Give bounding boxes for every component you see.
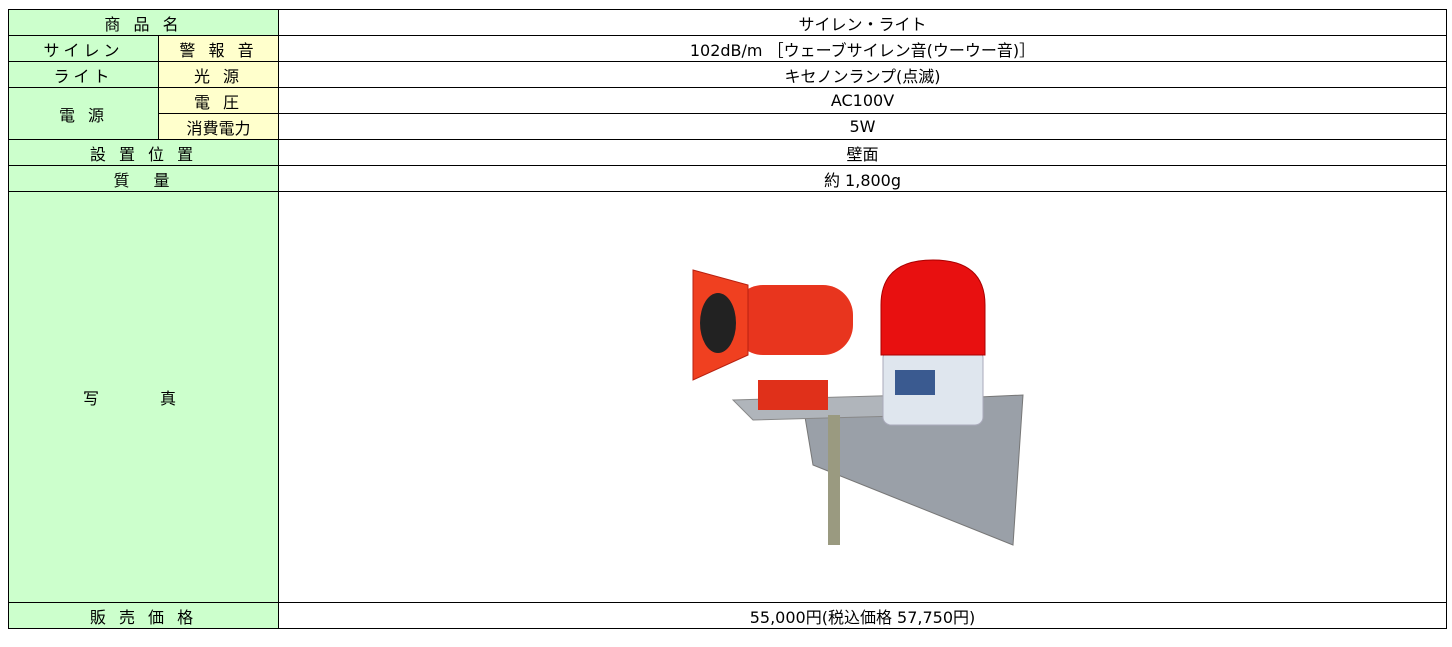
row: 消費電力 5W <box>9 113 1447 140</box>
label: 販 売 価 格 <box>8 602 279 629</box>
label: 電 源 <box>8 87 159 140</box>
label: サイレン <box>8 35 159 62</box>
value: サイレン・ライト <box>278 9 1447 36</box>
label: 商 品 名 <box>8 9 279 36</box>
value: AC100V <box>278 87 1447 114</box>
siren-mouth <box>699 292 736 353</box>
value: 55,000円(税込価格 57,750円) <box>278 602 1447 629</box>
row: 電 源電 圧 AC100V <box>8 87 1447 140</box>
beacon-dome <box>880 258 985 355</box>
sub-label: 電 圧 <box>158 87 279 114</box>
row: 販 売 価 格 55,000円(税込価格 57,750円) <box>8 602 1447 629</box>
post <box>827 414 840 545</box>
sub-label: 消費電力 <box>158 113 279 140</box>
row: 質 量約 1,800g <box>8 165 1447 192</box>
photo-cell <box>278 191 1447 603</box>
value: 5W <box>278 113 1447 140</box>
value: 102dB/m ［ウェーブサイレン音(ウーウー音)］ <box>278 35 1447 62</box>
value: キセノンランプ(点滅) <box>278 61 1447 88</box>
row: ライト光 源キセノンランプ(点滅) <box>8 61 1447 88</box>
value: 約 1,800g <box>278 165 1447 192</box>
value: 壁面 <box>278 139 1447 166</box>
row: 設 置 位 置壁面 <box>8 139 1447 166</box>
label: ライト <box>8 61 159 88</box>
label: 設 置 位 置 <box>8 139 279 166</box>
beacon-label <box>894 369 935 395</box>
spec-table: 商 品 名サイレン・ライト サイレン警 報 音 102dB/m ［ウェーブサイレン… <box>8 9 1447 629</box>
product-photo <box>692 258 1024 546</box>
label: 質 量 <box>8 165 279 192</box>
siren-body <box>732 284 853 355</box>
row: 商 品 名サイレン・ライト <box>8 9 1447 36</box>
row: サイレン警 報 音 102dB/m ［ウェーブサイレン音(ウーウー音)］ <box>8 35 1447 62</box>
sub-label: 警 報 音 <box>158 35 279 62</box>
sub-label: 光 源 <box>158 61 279 88</box>
label: 写 真 <box>8 191 279 603</box>
row: 写 真 <box>8 191 1447 603</box>
siren-base <box>757 379 828 410</box>
